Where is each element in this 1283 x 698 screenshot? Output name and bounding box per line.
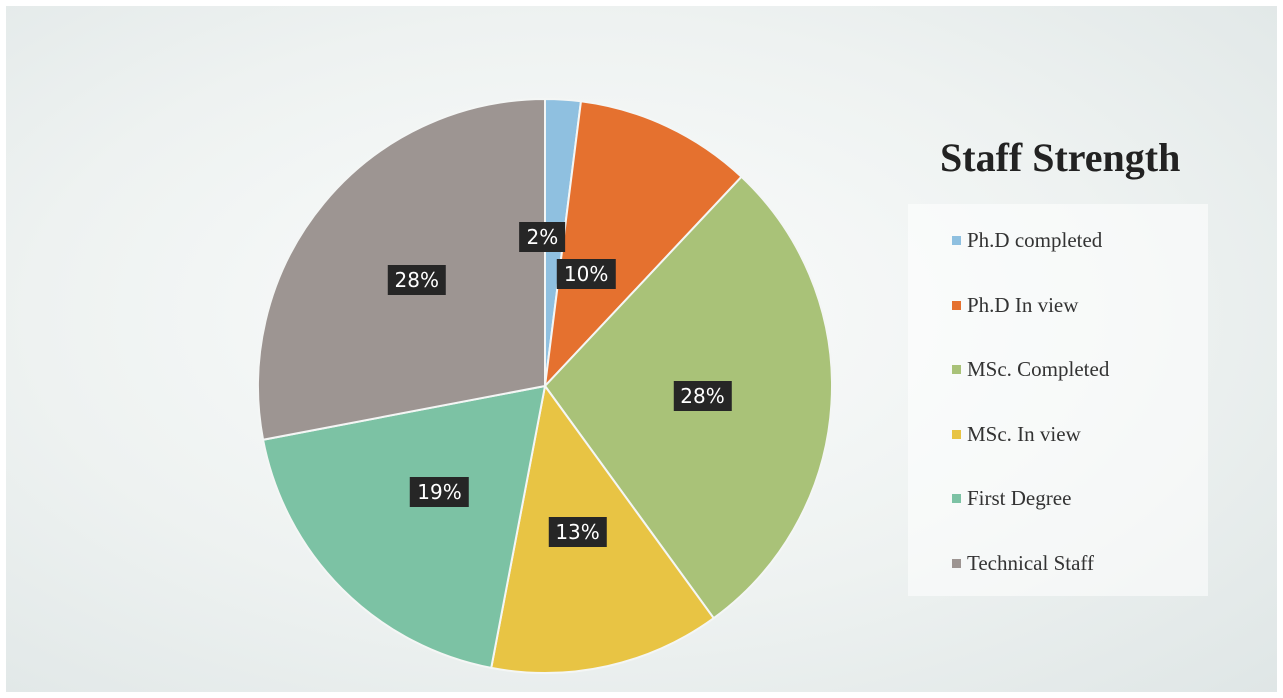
legend-entry: First Degree <box>952 486 1071 511</box>
pie-chart <box>257 97 833 674</box>
legend-label: MSc. In view <box>967 421 1081 446</box>
legend-label: First Degree <box>967 486 1072 510</box>
data-label: 13% <box>548 516 607 547</box>
legend-swatch <box>952 429 961 439</box>
legend-entry: MSc. Completed <box>952 357 1109 382</box>
legend-swatch <box>952 236 961 245</box>
data-label: 19% <box>410 476 469 507</box>
legend: Ph.D completed Ph.D In view MSc. Completed… <box>908 204 1208 596</box>
legend-entry: MSc. In view <box>952 422 1081 447</box>
data-label: 10% <box>556 259 616 290</box>
legend-label: MSc. Completed <box>967 357 1110 381</box>
chart-title: Staff Strength <box>940 135 1181 180</box>
legend-swatch <box>952 300 961 310</box>
data-label: 2% <box>519 222 566 253</box>
legend-label: Technical Staff <box>967 550 1095 575</box>
legend-swatch <box>952 558 961 568</box>
data-label: 28% <box>387 264 446 295</box>
legend-label: Ph.D completed <box>967 228 1103 252</box>
data-label: 28% <box>673 380 732 411</box>
slide-background: 2% 10% 28% 13% 19% 28% Staff Strength Ph.D co… <box>6 6 1277 692</box>
legend-entry: Technical Staff <box>952 551 1094 576</box>
legend-entry: Ph.D In view <box>952 293 1078 318</box>
legend-label: Ph.D In view <box>967 292 1079 317</box>
legend-swatch <box>952 365 961 374</box>
pie-slice-first-degree <box>261 384 547 670</box>
legend-entry: Ph.D completed <box>952 228 1102 253</box>
pie-slice-ph-d-in-view <box>543 100 743 389</box>
legend-swatch <box>952 494 961 503</box>
